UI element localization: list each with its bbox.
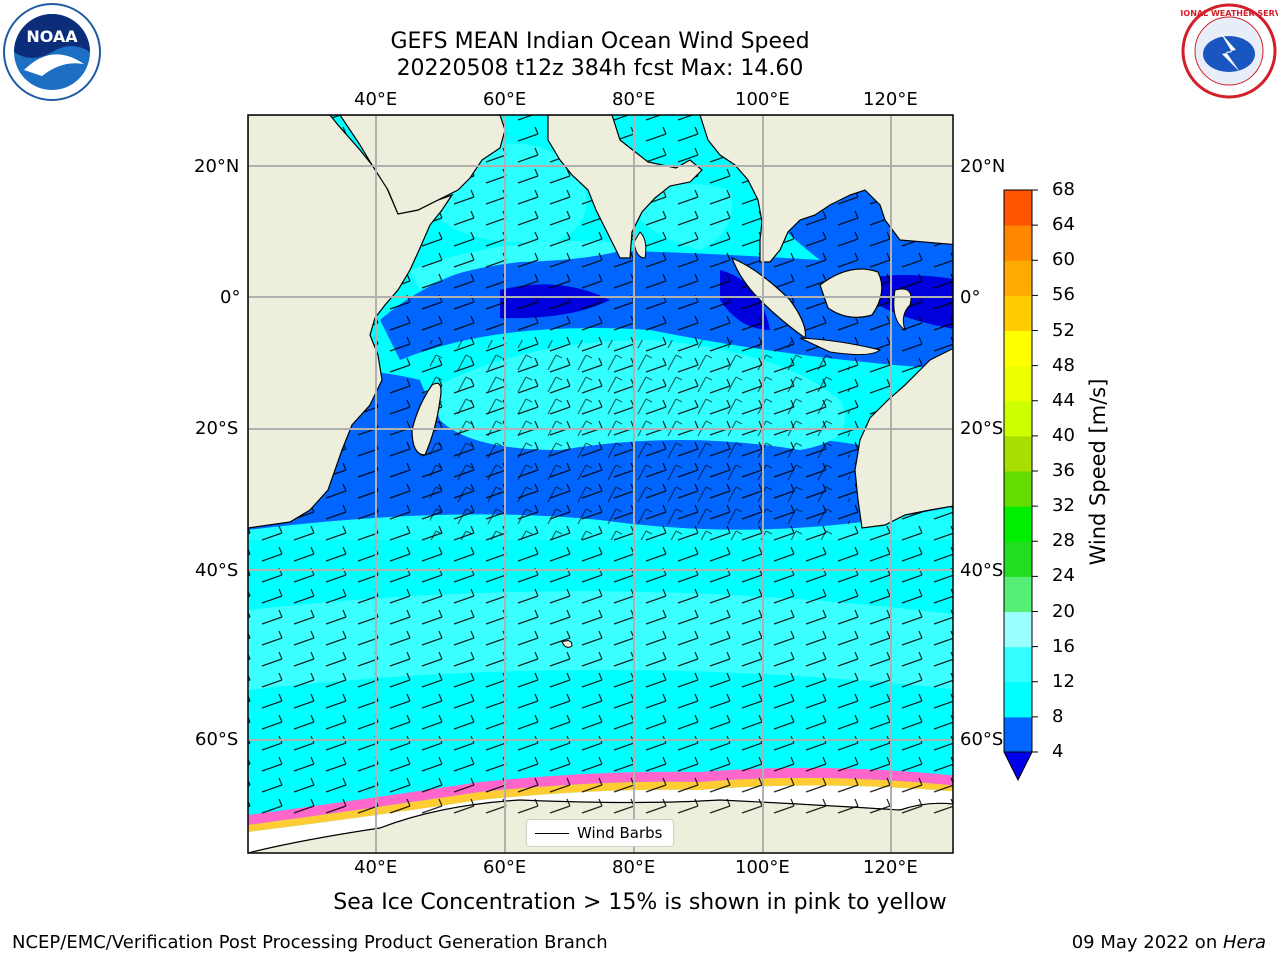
colorbar-tick-label: 56 [1052,284,1075,306]
map-panel [248,115,953,853]
colorbar-segment [1004,646,1032,683]
colorbar-tick-label: 60 [1052,249,1075,271]
svg-text:NOAA: NOAA [26,27,78,46]
colorbar-segment [1004,506,1032,542]
lat-label-right-0: 0° [960,287,981,308]
colorbar-title: Wind Speed [m/s] [1086,378,1110,566]
legend-line-sample [535,833,569,834]
colorbar-tick-label: 40 [1052,424,1075,446]
svg-text:NATIONAL WEATHER SERVICE: NATIONAL WEATHER SERVICE [1180,9,1278,18]
sea-ice-note: Sea Ice Concentration > 15% is shown in … [333,890,947,915]
footer-date-text: 09 May 2022 on [1071,932,1223,953]
lat-label-right-60s: 60°S [960,729,1004,750]
legend-label: Wind Barbs [577,824,663,842]
lon-label-top-60e: 60°E [483,89,527,110]
colorbar-segment [1004,365,1032,402]
colorbar-tick-label: 52 [1052,319,1075,341]
colorbar-tick-label: 28 [1052,530,1075,552]
colorbar [1003,189,1038,782]
colorbar-tick-label: 44 [1052,389,1075,411]
lat-label-left-40s: 40°S [195,560,239,581]
colorbar-segment [1004,716,1032,753]
colorbar-tick-label: 64 [1052,214,1075,236]
colorbar-segment [1004,225,1032,261]
map-title: GEFS MEAN Indian Ocean Wind Speed [390,29,810,54]
lon-label-bottom-60e: 60°E [483,857,527,878]
colorbar-tick-label: 68 [1052,179,1075,200]
lat-label-left-20s: 20°S [195,418,239,439]
map-frame [247,114,954,854]
colorbar-segment [1004,611,1032,648]
graticule [248,115,953,853]
lon-label-top-100e: 100°E [735,89,790,110]
footer-host: Hera [1222,932,1266,953]
colorbar-segment [1004,190,1032,226]
lat-label-right-20n: 20°N [960,156,1006,177]
lon-label-top-120e: 120°E [863,89,918,110]
lon-label-bottom-40e: 40°E [354,857,398,878]
noaa-logo: NOAA [3,3,101,101]
colorbar-tick-label: 20 [1052,600,1075,622]
colorbar-segment [1004,330,1032,367]
colorbar-segment [1004,471,1032,507]
colorbar-tick-label: 4 [1052,741,1064,762]
lat-label-right-20s: 20°S [960,418,1004,439]
colorbar-segment [1004,576,1032,612]
wind-barbs-legend: Wind Barbs [526,819,674,847]
lon-label-bottom-100e: 100°E [735,857,790,878]
lon-label-bottom-80e: 80°E [612,857,656,878]
colorbar-tick-label: 24 [1052,565,1075,587]
footer-credit: NCEP/EMC/Verification Post Processing Pr… [12,932,608,953]
colorbar-extend-arrow [1003,751,1033,782]
colorbar-segment [1004,400,1032,437]
colorbar-tick-label: 12 [1052,670,1075,692]
lat-label-left-0: 0° [220,287,241,308]
colorbar-segment [1004,541,1032,577]
map-subtitle: 20220508 t12z 384h fcst Max: 14.60 [396,56,804,81]
lat-label-left-20n: 20°N [194,156,240,177]
lon-label-top-40e: 40°E [354,89,398,110]
colorbar-tick-label: 48 [1052,354,1075,376]
colorbar-tick-label: 16 [1052,635,1075,657]
colorbar-segment [1004,435,1032,472]
colorbar-tick-label: 8 [1052,705,1064,727]
colorbar-tick-label: 36 [1052,460,1075,481]
nws-logo: NATIONAL WEATHER SERVICE [1180,3,1278,99]
lon-label-bottom-120e: 120°E [863,857,918,878]
lat-label-right-40s: 40°S [960,560,1004,581]
colorbar-segment [1004,295,1032,331]
colorbar-tick-label: 32 [1052,495,1075,517]
colorbar-segment [1004,681,1032,718]
colorbar-segment [1004,260,1032,296]
lon-label-top-80e: 80°E [612,89,656,110]
lat-label-left-60s: 60°S [195,729,239,750]
footer-date: 09 May 2022 on Hera [1072,932,1266,953]
